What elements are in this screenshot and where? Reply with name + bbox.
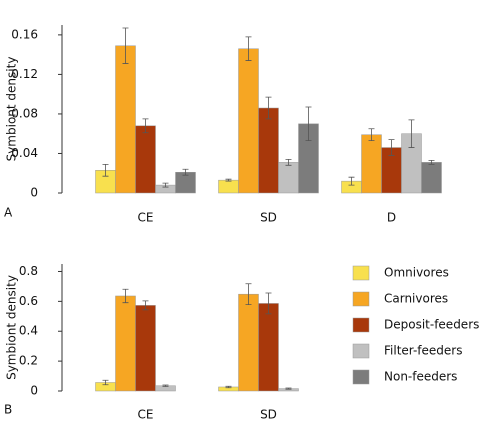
error-bar	[245, 283, 252, 306]
error-bar	[408, 119, 415, 148]
error-bar	[428, 159, 435, 165]
bar	[238, 293, 259, 392]
bar	[115, 45, 136, 194]
error-bar	[182, 168, 189, 176]
legend-label: Non-feeders	[384, 370, 457, 384]
bar	[135, 305, 156, 392]
error-bar	[265, 292, 272, 315]
error-bar	[225, 178, 232, 182]
bar	[421, 162, 442, 194]
legend-swatch	[352, 317, 370, 333]
legend-swatch	[352, 265, 370, 281]
bar	[258, 303, 279, 392]
panel-label: A	[4, 206, 13, 220]
error-bar	[305, 106, 312, 142]
bar	[258, 107, 279, 194]
error-bar	[142, 118, 149, 134]
error-bar	[162, 384, 169, 387]
error-bar	[102, 163, 109, 177]
bar	[361, 134, 382, 194]
panel-label: B	[4, 403, 12, 417]
error-bar	[225, 385, 232, 389]
error-bar	[142, 300, 149, 311]
y-tick-label: 0.12	[11, 67, 38, 81]
bar	[135, 125, 156, 194]
error-bar	[122, 27, 129, 64]
legend-swatch	[352, 369, 370, 385]
bar	[218, 179, 239, 194]
legend-label: Omnivores	[384, 266, 449, 280]
x-tick-label: SD	[260, 211, 277, 225]
error-bar	[285, 159, 292, 166]
x-tick-label: D	[387, 211, 396, 225]
y-tick-label: 0.08	[11, 106, 38, 120]
legend-swatch	[352, 343, 370, 359]
x-tick-label: SD	[260, 408, 277, 422]
y-tick-label: 0.16	[11, 27, 38, 41]
error-bar	[265, 96, 272, 120]
y-tick-label: 0.4	[19, 324, 38, 338]
error-bar	[285, 387, 292, 390]
y-tick-label: 0	[30, 384, 38, 398]
y-tick-label: 0.2	[19, 354, 38, 368]
bar	[115, 295, 136, 392]
y-axis-label: Symbiont density	[5, 275, 19, 380]
error-bar	[388, 139, 395, 156]
y-axis-label: Symbiont density	[5, 57, 19, 162]
legend-label: Deposit-feeders	[384, 318, 479, 332]
x-tick-label: CE	[138, 408, 154, 422]
error-bar	[368, 128, 375, 142]
error-bar	[245, 36, 252, 61]
bar	[238, 48, 259, 194]
x-tick-label: CE	[138, 211, 154, 225]
legend-label: Filter-feeders	[384, 344, 462, 358]
legend-swatch	[352, 291, 370, 307]
y-tick-label: 0.04	[11, 146, 38, 160]
error-bar	[102, 379, 109, 386]
error-bar	[162, 182, 169, 188]
bar	[278, 162, 299, 194]
error-bar	[122, 288, 129, 304]
y-tick-label: 0.6	[19, 294, 38, 308]
y-tick-label: 0.8	[19, 264, 38, 278]
y-tick-label: 0	[30, 186, 38, 200]
error-bar	[348, 176, 355, 186]
legend-label: Carnivores	[384, 292, 448, 306]
